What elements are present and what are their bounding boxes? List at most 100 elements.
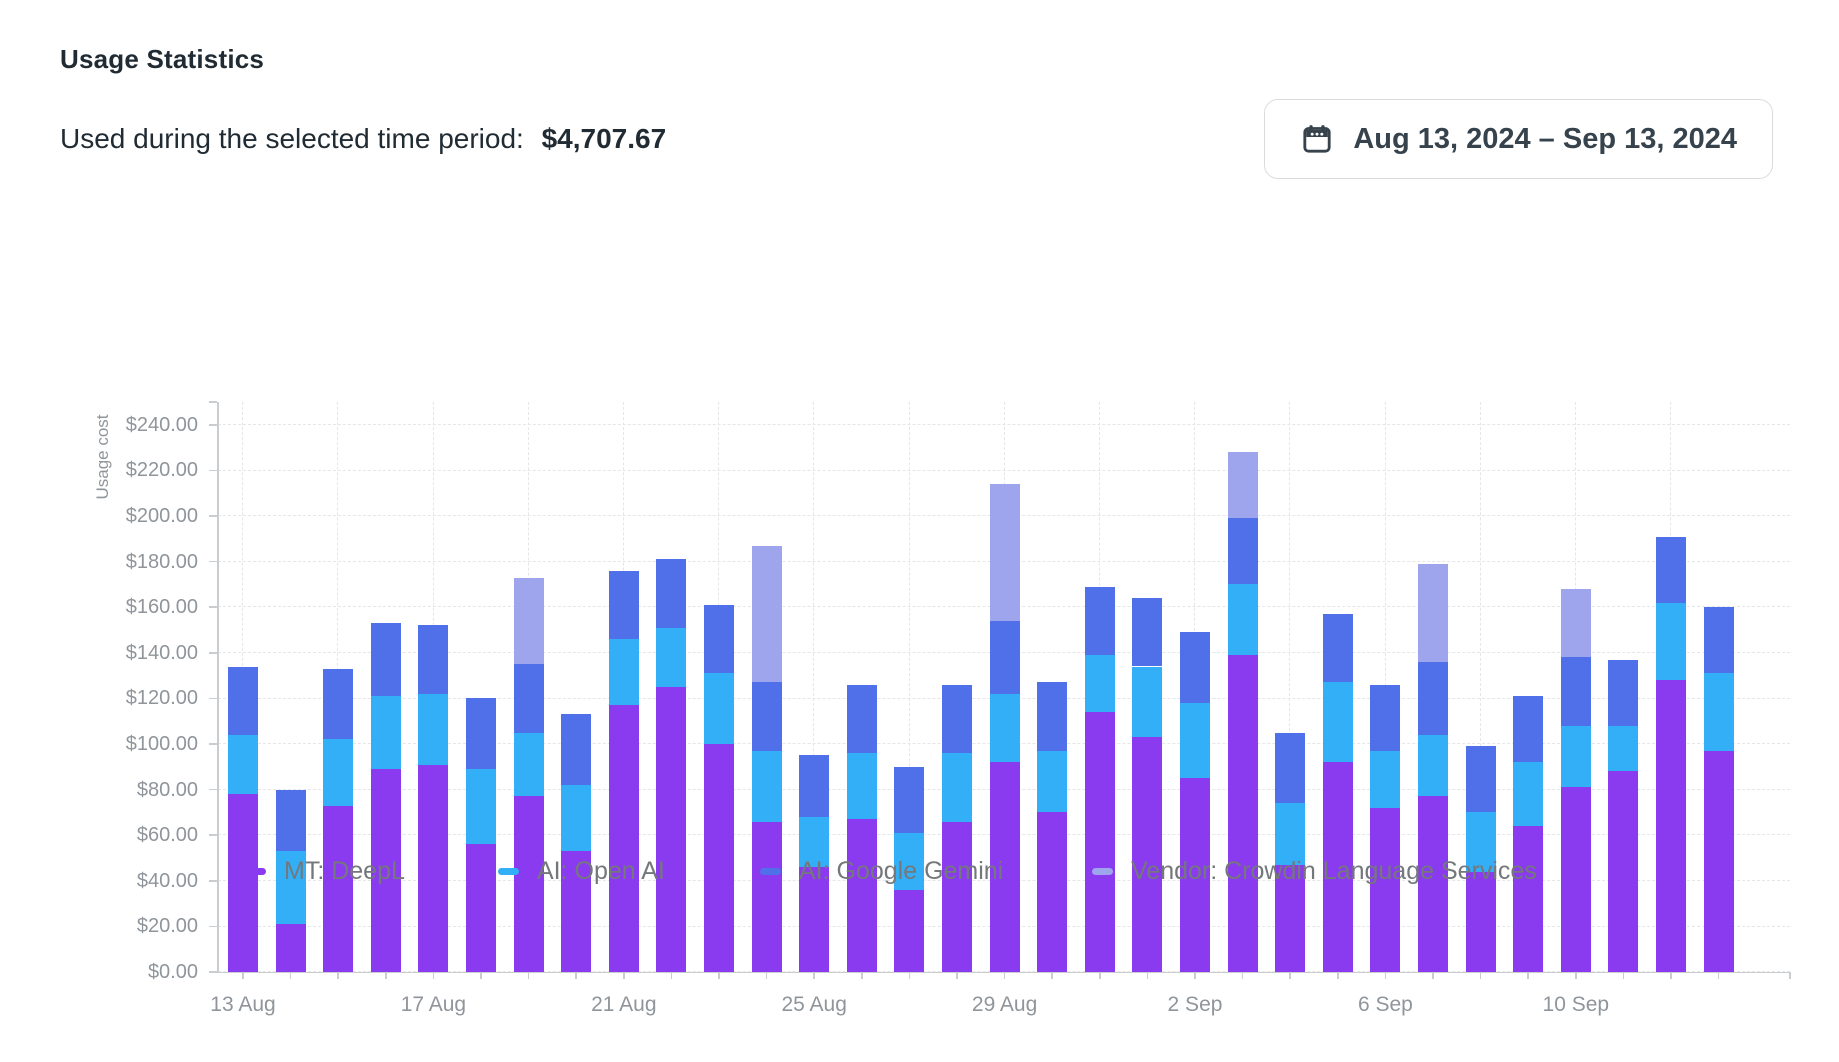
bar-segment-ai-google-gemini[interactable] [608, 570, 639, 640]
bar-14-aug[interactable] [275, 789, 306, 972]
bar-segment-mt-deepl[interactable] [513, 796, 544, 972]
bar-segment-ai-google-gemini[interactable] [275, 789, 306, 852]
legend-item-ai-open-ai[interactable]: AI: Open AI [498, 854, 665, 888]
bar-segment-ai-google-gemini[interactable] [228, 666, 258, 735]
bar-segment-vendor-crowdin-language-services[interactable] [751, 545, 782, 683]
bar-segment-ai-open-ai[interactable] [656, 627, 687, 687]
bar-24-aug[interactable] [751, 545, 782, 972]
bar-segment-mt-deepl[interactable] [561, 851, 592, 972]
bar-segment-vendor-crowdin-language-services[interactable] [513, 577, 544, 665]
bar-segment-ai-open-ai[interactable] [846, 753, 877, 820]
bar-segment-mt-deepl[interactable] [1227, 655, 1258, 972]
bar-segment-ai-open-ai[interactable] [1275, 803, 1306, 865]
bar-segment-ai-google-gemini[interactable] [1560, 657, 1591, 726]
bar-segment-ai-open-ai[interactable] [894, 832, 925, 890]
bar-segment-mt-deepl[interactable] [1084, 712, 1115, 972]
bar-20-aug[interactable] [561, 714, 592, 972]
bar-segment-ai-open-ai[interactable] [799, 816, 830, 868]
bar-3-sep[interactable] [1227, 452, 1258, 972]
bar-segment-ai-google-gemini[interactable] [1703, 607, 1734, 674]
bar-segment-ai-open-ai[interactable] [275, 851, 306, 925]
bar-segment-ai-open-ai[interactable] [1465, 812, 1496, 872]
bar-segment-ai-open-ai[interactable] [989, 693, 1020, 763]
bar-segment-ai-open-ai[interactable] [561, 785, 592, 852]
bar-segment-ai-open-ai[interactable] [608, 639, 639, 706]
bar-segment-mt-deepl[interactable] [656, 687, 687, 972]
bar-segment-mt-deepl[interactable] [704, 744, 734, 972]
bar-segment-ai-open-ai[interactable] [1656, 602, 1686, 681]
bar-segment-ai-google-gemini[interactable] [704, 604, 734, 674]
bar-segment-ai-open-ai[interactable] [1180, 702, 1210, 779]
bar-1-sep[interactable] [1132, 598, 1163, 972]
bar-segment-ai-open-ai[interactable] [323, 739, 354, 806]
bar-segment-ai-open-ai[interactable] [1560, 725, 1591, 788]
bar-segment-ai-google-gemini[interactable] [466, 698, 496, 770]
bar-segment-ai-google-gemini[interactable] [1608, 659, 1639, 726]
bar-segment-ai-google-gemini[interactable] [1227, 518, 1258, 585]
bar-12-sep[interactable] [1656, 536, 1686, 972]
bar-segment-ai-open-ai[interactable] [370, 696, 401, 770]
bar-segment-ai-open-ai[interactable] [466, 769, 496, 845]
bar-segment-ai-google-gemini[interactable] [1370, 684, 1401, 751]
bar-9-sep[interactable] [1513, 696, 1544, 972]
bar-26-aug[interactable] [846, 684, 877, 972]
date-range-button[interactable]: Aug 13, 2024 – Sep 13, 2024 [1264, 99, 1773, 179]
bar-segment-ai-google-gemini[interactable] [1037, 682, 1068, 751]
bar-6-sep[interactable] [1370, 684, 1401, 972]
bar-segment-ai-google-gemini[interactable] [894, 766, 925, 833]
bar-segment-ai-google-gemini[interactable] [1418, 661, 1448, 735]
bar-10-sep[interactable] [1560, 588, 1591, 972]
bar-segment-mt-deepl[interactable] [228, 794, 258, 972]
bar-21-aug[interactable] [608, 570, 639, 972]
bar-segment-ai-google-gemini[interactable] [751, 682, 782, 751]
bar-16-aug[interactable] [370, 623, 401, 972]
bar-segment-ai-google-gemini[interactable] [656, 559, 687, 628]
bar-segment-vendor-crowdin-language-services[interactable] [989, 484, 1020, 621]
bar-18-aug[interactable] [466, 698, 496, 972]
bar-segment-ai-open-ai[interactable] [1322, 682, 1353, 763]
bar-29-aug[interactable] [989, 484, 1020, 972]
bar-11-sep[interactable] [1608, 659, 1639, 972]
bar-segment-ai-open-ai[interactable] [1132, 666, 1163, 738]
bar-segment-ai-open-ai[interactable] [751, 750, 782, 822]
bar-segment-mt-deepl[interactable] [370, 769, 401, 972]
bar-segment-ai-open-ai[interactable] [228, 734, 258, 795]
bar-segment-ai-open-ai[interactable] [1227, 584, 1258, 656]
bar-segment-mt-deepl[interactable] [1560, 787, 1591, 972]
bar-segment-ai-google-gemini[interactable] [418, 625, 449, 694]
bar-segment-ai-google-gemini[interactable] [1132, 598, 1163, 667]
bar-5-sep[interactable] [1322, 614, 1353, 972]
bar-segment-ai-google-gemini[interactable] [1513, 696, 1544, 763]
bar-31-aug[interactable] [1084, 586, 1115, 972]
bar-segment-ai-open-ai[interactable] [1513, 762, 1544, 827]
bar-segment-mt-deepl[interactable] [751, 821, 782, 972]
bar-segment-mt-deepl[interactable] [1608, 771, 1639, 972]
bar-22-aug[interactable] [656, 559, 687, 972]
bar-segment-mt-deepl[interactable] [1513, 826, 1544, 972]
bar-segment-ai-google-gemini[interactable] [1275, 732, 1306, 804]
bar-segment-ai-open-ai[interactable] [418, 693, 449, 765]
bar-segment-ai-google-gemini[interactable] [1465, 746, 1496, 813]
bar-segment-ai-google-gemini[interactable] [846, 684, 877, 754]
legend-item-mt-deepl[interactable]: MT: DeepL [245, 854, 405, 888]
bar-segment-ai-google-gemini[interactable] [1656, 536, 1686, 603]
bar-segment-mt-deepl[interactable] [418, 764, 449, 972]
bar-17-aug[interactable] [418, 625, 449, 972]
bar-13-aug[interactable] [228, 666, 258, 972]
bar-segment-mt-deepl[interactable] [608, 705, 639, 972]
bar-segment-ai-open-ai[interactable] [1418, 734, 1448, 797]
bar-segment-mt-deepl[interactable] [1656, 680, 1686, 972]
bar-7-sep[interactable] [1418, 563, 1448, 972]
bar-segment-ai-google-gemini[interactable] [323, 668, 354, 740]
legend-item-ai-google-gemini[interactable]: AI: Google Gemini [760, 854, 1003, 888]
bar-segment-ai-open-ai[interactable] [513, 732, 544, 797]
bar-segment-vendor-crowdin-language-services[interactable] [1418, 563, 1448, 662]
bar-30-aug[interactable] [1037, 682, 1068, 972]
bar-segment-ai-open-ai[interactable] [1608, 725, 1639, 772]
bar-segment-ai-open-ai[interactable] [942, 753, 972, 822]
bar-segment-mt-deepl[interactable] [846, 819, 877, 972]
bar-segment-mt-deepl[interactable] [1132, 737, 1163, 972]
bar-segment-vendor-crowdin-language-services[interactable] [1560, 588, 1591, 658]
bar-segment-ai-open-ai[interactable] [1037, 750, 1068, 813]
bar-segment-vendor-crowdin-language-services[interactable] [1227, 452, 1258, 519]
